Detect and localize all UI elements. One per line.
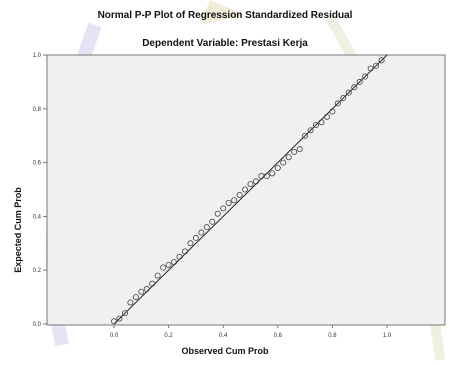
x-tick-label: 1.0 (383, 333, 392, 339)
data-point (318, 119, 325, 126)
data-point (160, 264, 167, 271)
data-point (192, 234, 199, 241)
x-axis-label: Observed Cum Prob (181, 346, 269, 356)
data-point (154, 272, 161, 279)
data-point (362, 73, 369, 80)
y-tick-label: 1.0 (33, 53, 42, 59)
data-point (242, 186, 249, 193)
data-point (165, 261, 172, 268)
data-point (313, 121, 320, 128)
data-point (340, 95, 347, 102)
plot-area (46, 54, 446, 326)
data-point (138, 288, 145, 295)
x-tick-label: 0.2 (164, 333, 173, 339)
data-point (329, 108, 336, 115)
data-point (187, 240, 194, 247)
data-point (181, 248, 188, 255)
data-point (127, 299, 134, 306)
y-tick-label: 0.8 (33, 107, 42, 113)
data-point (302, 132, 309, 139)
data-point (111, 318, 118, 325)
data-point (143, 286, 150, 293)
data-point (225, 199, 232, 206)
data-point (214, 210, 221, 217)
data-point (220, 205, 227, 212)
data-point (209, 218, 216, 225)
data-point (323, 113, 330, 120)
data-point (285, 154, 292, 161)
data-point (236, 191, 243, 198)
data-point (231, 197, 238, 204)
data-point (334, 100, 341, 107)
data-point (198, 229, 205, 236)
y-tick-label: 0.6 (33, 161, 42, 167)
data-point (351, 84, 358, 91)
data-point (263, 173, 270, 180)
data-point (274, 164, 281, 171)
data-point (171, 259, 178, 266)
data-point (373, 62, 380, 69)
data-point (149, 280, 156, 287)
data-point (345, 89, 352, 96)
data-point (367, 65, 374, 72)
data-point (356, 78, 363, 85)
data-point (121, 310, 128, 317)
data-point (247, 181, 254, 188)
x-tick-label: 0.6 (274, 333, 283, 339)
data-point (291, 148, 298, 155)
x-tick-label: 0.4 (219, 333, 228, 339)
data-point (280, 159, 287, 166)
x-tick-label: 0.8 (328, 333, 337, 339)
y-tick-label: 0.2 (33, 268, 42, 274)
data-point (203, 224, 210, 231)
data-point (269, 170, 276, 177)
data-point (176, 253, 183, 260)
chart-title: Normal P-P Plot of Regression Standardiz… (97, 10, 353, 21)
y-tick-label: 0.4 (33, 214, 42, 220)
y-tick-label: 0.0 (33, 322, 42, 328)
y-axis-label: Expected Cum Prob (13, 187, 23, 273)
data-point (307, 127, 314, 134)
data-point (296, 146, 303, 153)
x-tick-label: 0.0 (110, 333, 119, 339)
data-point (378, 57, 385, 64)
data-point (252, 178, 259, 185)
data-point (116, 315, 123, 322)
chart-subtitle: Dependent Variable: Prestasi Kerja (142, 38, 308, 49)
data-point (132, 294, 139, 301)
